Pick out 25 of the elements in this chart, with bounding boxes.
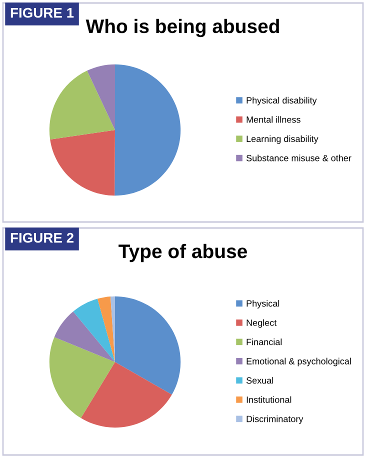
caption: FIGURE 2 [10,232,74,243]
legend-label: Mental illness [246,116,300,123]
legend-label: Substance misuse & other [246,154,352,162]
pie-slice [50,130,115,196]
legend-label: Physical disability [246,96,317,106]
chart-title: Who is being abused [86,18,279,38]
pie-slice [115,296,181,395]
pie-slice [114,64,181,196]
legend-label: Discriminatory [246,416,304,424]
chart-title: Type of abuse [118,244,247,262]
legend-label: Institutional [246,396,292,403]
legend-label: Sexual [246,377,274,384]
pie-slice [49,70,115,140]
pie-slice [54,311,115,362]
pie-slice [73,298,115,362]
legend-label: Emotional & psychological [246,358,351,366]
legend-label: Physical [246,300,280,308]
legend-label: Learning disability [246,135,318,144]
pie-slice [49,337,115,418]
caption: FIGURE 1 [10,8,74,18]
pie-slice [87,64,115,130]
legend-label: Financial [246,338,282,346]
legend-label: Neglect [246,319,277,328]
pie-slice [97,296,115,362]
pie-slice [80,362,172,428]
